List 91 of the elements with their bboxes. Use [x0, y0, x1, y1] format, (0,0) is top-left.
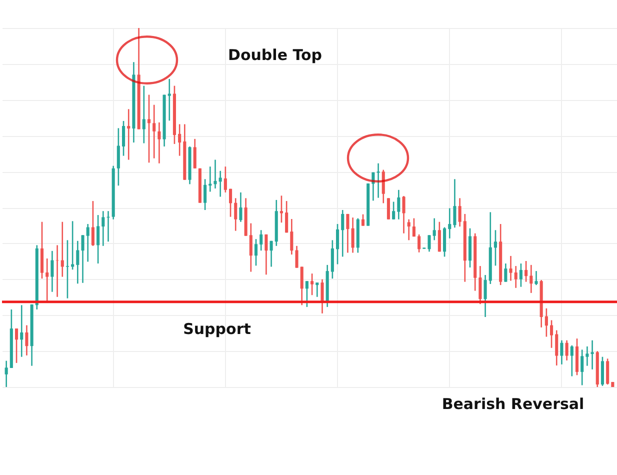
candlestick [96, 214, 100, 264]
candlestick [285, 200, 288, 234]
candlestick [218, 170, 222, 198]
candlestick [290, 218, 294, 256]
candlestick [402, 195, 406, 234]
candlestick [305, 280, 308, 308]
candlestick [586, 346, 589, 366]
candlestick [270, 240, 273, 268]
candlestick [264, 234, 268, 276]
candlestick [320, 278, 324, 314]
candlestick [46, 258, 49, 303]
candlestick [560, 340, 564, 366]
candlestick [453, 178, 456, 228]
candlestick [316, 282, 319, 298]
candlestick [392, 201, 396, 220]
candlestick [442, 226, 446, 258]
candlestick [341, 209, 344, 258]
candlestick [361, 214, 365, 226]
candlestick [336, 223, 340, 265]
candlestick [152, 104, 156, 159]
candlestick [550, 320, 554, 349]
candlestick [504, 262, 508, 282]
candlestick [147, 94, 151, 164]
candlestick [14, 328, 18, 364]
ref-line-label: Support [183, 320, 251, 338]
candlestick [260, 229, 263, 252]
candlestick [86, 223, 90, 262]
candlestick [71, 220, 74, 270]
candlestick [524, 260, 528, 282]
candlestick [214, 159, 217, 190]
candlestick [386, 198, 390, 220]
candlestick [158, 122, 161, 164]
candlestick [204, 178, 207, 211]
candlestick [438, 221, 441, 252]
candlestick [448, 208, 452, 240]
candlestick [127, 108, 130, 160]
candlestick [60, 221, 64, 278]
candlestick [91, 200, 94, 247]
candlestick [300, 266, 304, 306]
candlestick [122, 120, 126, 156]
candlestick [239, 192, 242, 223]
candlestick [458, 198, 462, 228]
candlestick [20, 304, 24, 358]
candlestick [555, 330, 558, 366]
candlestick [580, 349, 584, 386]
candlestick [224, 166, 227, 194]
annotation: Double Top [228, 46, 322, 64]
candlestick [142, 85, 146, 144]
candlestick [478, 265, 482, 305]
candlestick [254, 238, 258, 266]
candlestick [249, 222, 252, 272]
candlestick [590, 340, 594, 370]
candlestick [418, 234, 421, 254]
candlestick [193, 138, 196, 170]
candlestick [280, 195, 284, 224]
candlestick [606, 358, 610, 386]
candlestick [4, 360, 8, 388]
candlestick [432, 218, 436, 241]
candlestick [397, 189, 400, 220]
candlestick [330, 240, 334, 280]
candlestick [346, 213, 350, 254]
candlestick [407, 218, 410, 241]
candlestick [600, 356, 604, 387]
candlestick [168, 78, 171, 122]
candlestick [412, 218, 416, 238]
candlestick [295, 245, 298, 268]
candlestick [116, 128, 120, 186]
candlestick [494, 229, 498, 266]
candlestick [570, 344, 574, 377]
candlestick [428, 234, 431, 252]
candlestick [228, 188, 232, 218]
text: Bearish Reversal [442, 395, 584, 413]
candlestick [178, 124, 182, 156]
candlestick [382, 169, 385, 204]
candlestick [519, 262, 522, 288]
candlestick [514, 265, 518, 289]
candlestick [530, 264, 533, 294]
candlestick [50, 250, 54, 293]
candlestick [102, 210, 105, 247]
candlestick [76, 240, 80, 284]
candlestick [81, 234, 84, 284]
candlestick [484, 274, 487, 318]
candlestick [351, 216, 354, 254]
candlestick [234, 198, 238, 232]
candlestick [25, 324, 28, 356]
candlestick [376, 162, 380, 198]
candlestick [544, 308, 548, 338]
candlestick [534, 270, 538, 286]
candlestick [565, 340, 568, 362]
candlestick [509, 255, 512, 282]
candlestick [310, 272, 314, 296]
